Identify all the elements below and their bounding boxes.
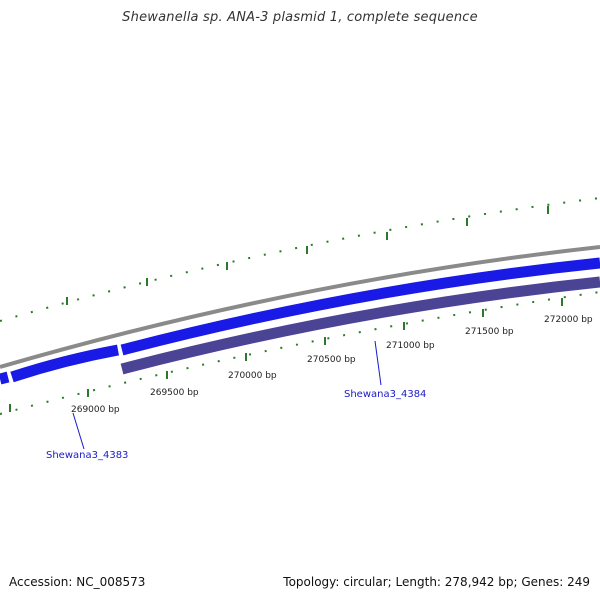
- ruler-label: 269500 bp: [150, 388, 199, 398]
- ruler-label: 270500 bp: [307, 355, 356, 365]
- forward-gene-long[interactable]: [120, 257, 600, 356]
- accession-text: Accession: NC_008573: [9, 575, 146, 589]
- gene-label-shewana3-4384[interactable]: Shewana3_4384: [344, 389, 426, 400]
- map-title: Shewanella sp. ANA-3 plasmid 1, complete…: [122, 10, 478, 25]
- sequence-backbone: [0, 245, 600, 369]
- gene-label-leader: [374, 340, 382, 386]
- sequence-summary: Topology: circular; Length: 278,942 bp; …: [283, 575, 590, 589]
- ruler-label: 269000 bp: [71, 405, 120, 415]
- inner-ruler: [0, 291, 600, 415]
- outer-major-ticks: [66, 206, 549, 305]
- gene-shewana3-4384[interactable]: [120, 276, 600, 375]
- outer-tick-ring: [0, 197, 600, 322]
- ruler-label: 271500 bp: [465, 327, 514, 337]
- outer-tick-dots: [0, 197, 600, 322]
- forward-gene-fragment[interactable]: [0, 371, 10, 385]
- ruler-label: 270000 bp: [228, 371, 277, 381]
- gene-label-shewana3-4383[interactable]: Shewana3_4383: [46, 450, 128, 461]
- gene-label-leader: [72, 412, 85, 450]
- ruler-label: 272000 bp: [544, 315, 593, 325]
- gene-shewana3-4383[interactable]: [10, 344, 120, 383]
- ruler-label: 271000 bp: [386, 341, 435, 351]
